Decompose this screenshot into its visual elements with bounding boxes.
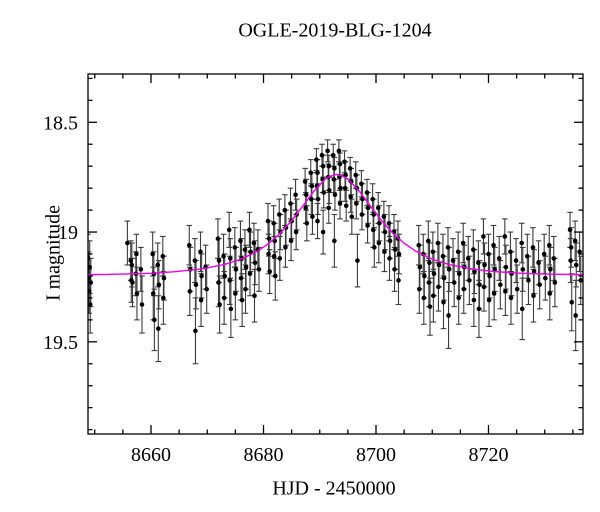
data-points-layer — [88, 148, 583, 334]
svg-text:8660: 8660 — [131, 444, 171, 466]
chart-title: OGLE-2019-BLG-1204 — [238, 19, 432, 42]
tick-marks — [88, 74, 583, 434]
y-tick-labels: 18.5 19 19.5 — [43, 112, 78, 354]
x-axis-label: HJD - 2450000 — [272, 477, 396, 500]
svg-text:18.5: 18.5 — [43, 112, 78, 134]
svg-text:19.5: 19.5 — [43, 332, 78, 354]
svg-text:8720: 8720 — [469, 444, 509, 466]
svg-text:19: 19 — [58, 222, 78, 244]
y-axis-label: I magnitude — [42, 204, 65, 302]
model-curve — [88, 173, 583, 276]
svg-text:8700: 8700 — [356, 444, 396, 466]
svg-text:8680: 8680 — [244, 444, 284, 466]
x-tick-labels: 8660 8680 8700 8720 — [131, 444, 509, 466]
